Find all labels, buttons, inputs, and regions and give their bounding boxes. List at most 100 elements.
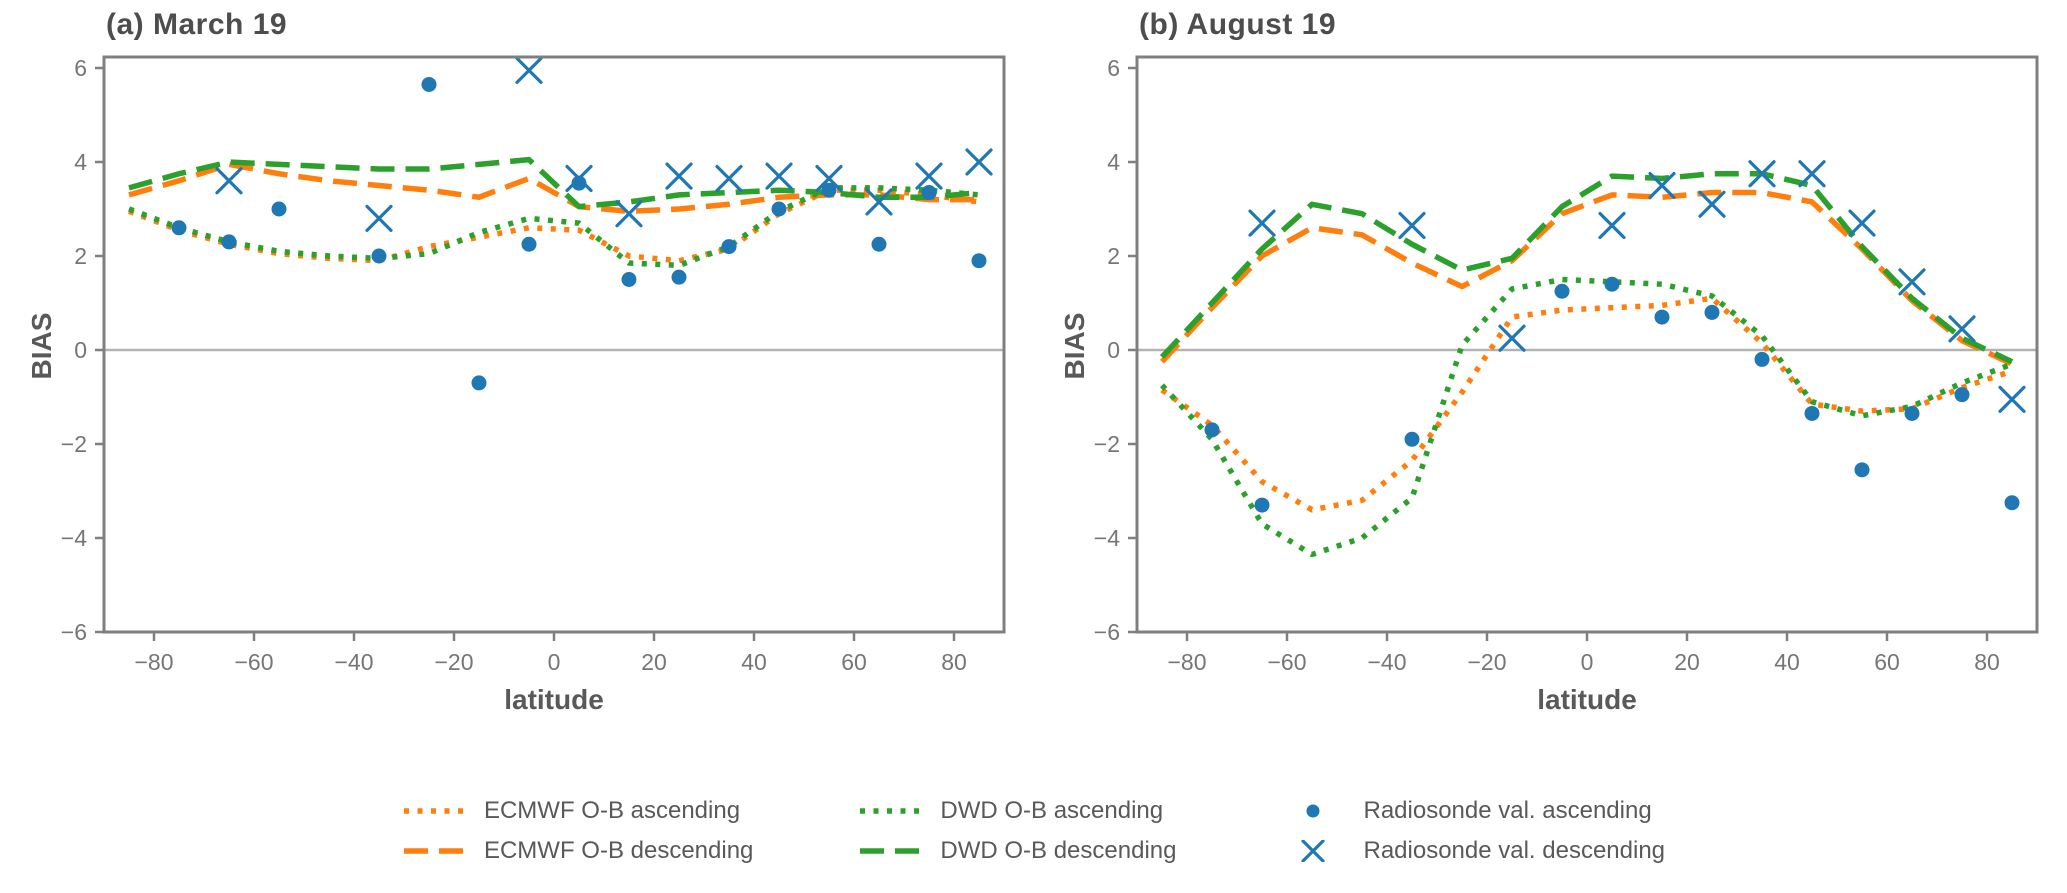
series-line-dwd-dashed xyxy=(128,156,980,210)
x-tick-label: 40 xyxy=(741,649,767,675)
legend-label: ECMWF O-B ascending xyxy=(483,797,741,824)
x-tick-label: −40 xyxy=(1367,649,1406,675)
radiosonde-dot-marker xyxy=(1804,405,1820,421)
radiosonde-cross-marker xyxy=(215,167,243,195)
x-tick-label: 40 xyxy=(1774,649,1800,675)
panel-a-ylabel: BIAS xyxy=(26,312,57,380)
legend-entry-dwd-ascending: DWD O-B ascending xyxy=(858,796,1176,826)
radiosonde-cross-marker xyxy=(665,162,693,190)
x-tick-label: 60 xyxy=(1874,649,1900,675)
legend: ECMWF O-B ascending ECMWF O-B descending… xyxy=(0,796,2067,866)
legend-col-ecmwf: ECMWF O-B ascending ECMWF O-B descending xyxy=(402,796,753,866)
radiosonde-dot-marker xyxy=(421,76,437,92)
legend-entry-radiosonde-descending: Radiosonde val. descending xyxy=(1281,836,1665,866)
x-tick-label: −40 xyxy=(334,649,373,675)
x-tick-label: −80 xyxy=(1167,649,1206,675)
radiosonde-cross-marker xyxy=(1598,211,1626,240)
radiosonde-cross-marker-icon xyxy=(1301,840,1326,862)
x-tick-label: −80 xyxy=(134,649,173,675)
y-tick-label: 0 xyxy=(1107,337,1120,363)
radiosonde-dot-marker xyxy=(571,175,587,191)
radiosonde-cross-marker xyxy=(1948,315,1976,343)
x-tick-label: 80 xyxy=(941,649,967,675)
x-tick-label: 60 xyxy=(841,649,867,675)
legend-label: DWD O-B ascending xyxy=(940,797,1164,824)
x-tick-label: −20 xyxy=(434,649,473,675)
radiosonde-dot-marker xyxy=(1654,309,1670,325)
ecmwf-dashed-line-swatch-icon xyxy=(403,848,464,854)
legend-label: ECMWF O-B descending xyxy=(483,837,754,864)
panel-a-title: (a) March 19 xyxy=(106,8,288,41)
radiosonde-dot-marker xyxy=(671,269,687,285)
radiosonde-cross-marker xyxy=(815,164,843,193)
plot-box-panel-a xyxy=(102,55,1006,634)
radiosonde-dot-marker xyxy=(1704,304,1720,320)
x-tick-label: 20 xyxy=(1674,649,1700,675)
radiosonde-dot-marker xyxy=(471,375,487,391)
radiosonde-cross-marker xyxy=(1748,160,1776,188)
plot-box-panel-b xyxy=(1135,55,2039,634)
radiosonde-dot-marker xyxy=(621,272,637,287)
panel-b-title: (b) August 19 xyxy=(1139,8,1337,41)
radiosonde-cross-marker xyxy=(1848,209,1876,237)
radiosonde-cross-marker xyxy=(915,162,943,190)
radiosonde-cross-marker xyxy=(1698,190,1726,218)
radiosonde-dot-marker xyxy=(171,220,187,236)
radiosonde-cross-marker xyxy=(1998,385,2026,413)
series-line-ecmwf-dotted xyxy=(1160,295,2013,513)
radiosonde-cross-marker xyxy=(615,200,643,228)
radiosonde-cross-marker xyxy=(965,148,993,176)
y-tick-label: −4 xyxy=(1094,525,1120,551)
series-line-ecmwf-dashed xyxy=(1159,189,2014,367)
radiosonde-cross-marker xyxy=(1398,211,1426,240)
radiosonde-dot-marker xyxy=(1204,422,1220,438)
radiosonde-cross-marker xyxy=(1798,160,1826,188)
radiosonde-dot-marker xyxy=(871,236,887,252)
y-tick-label: 6 xyxy=(1107,55,1120,81)
radiosonde-dot-marker xyxy=(1754,351,1770,367)
radiosonde-dot-marker xyxy=(721,239,737,255)
radiosonde-dot-marker xyxy=(1254,497,1270,513)
legend-entry-dwd-descending: DWD O-B descending xyxy=(858,836,1176,866)
dwd-dotted-line-swatch-icon xyxy=(860,808,921,814)
radiosonde-cross-marker xyxy=(1498,324,1526,352)
radiosonde-dot-marker xyxy=(1604,276,1620,292)
y-tick-label: 0 xyxy=(74,337,87,363)
panel-a-xlabel: latitude xyxy=(504,684,604,715)
radiosonde-dot-marker xyxy=(1904,405,1920,421)
legend-label: Radiosonde val. ascending xyxy=(1363,797,1652,824)
radiosonde-dot-marker xyxy=(271,201,287,217)
radiosonde-cross-marker xyxy=(515,56,543,84)
y-tick-label: −6 xyxy=(1094,619,1120,645)
radiosonde-dot-marker xyxy=(371,248,387,264)
series-line-ecmwf-dashed xyxy=(128,161,979,215)
radiosonde-cross-marker xyxy=(865,188,893,216)
x-tick-label: −60 xyxy=(1267,649,1306,675)
ecmwf-dotted-line-swatch-icon xyxy=(403,808,464,814)
x-tick-label: 0 xyxy=(1581,649,1594,675)
y-tick-label: 4 xyxy=(74,149,87,175)
radiosonde-cross-marker xyxy=(1648,171,1676,200)
radiosonde-cross-marker xyxy=(565,164,593,193)
x-tick-label: 80 xyxy=(1974,649,2000,675)
legend-label: DWD O-B descending xyxy=(940,837,1177,864)
legend-entry-ecmwf-descending: ECMWF O-B descending xyxy=(402,836,753,866)
series-line-dwd-dashed xyxy=(1159,171,2014,365)
radiosonde-dot-marker xyxy=(521,236,537,252)
radiosonde-cross-marker xyxy=(1248,209,1276,237)
radiosonde-cross-marker xyxy=(765,162,793,190)
x-tick-label: 0 xyxy=(548,649,561,675)
series-line-dwd-dotted xyxy=(1159,276,2013,558)
y-tick-label: 2 xyxy=(74,243,87,269)
y-tick-label: 2 xyxy=(1107,243,1120,269)
y-tick-label: 6 xyxy=(74,55,87,81)
radiosonde-dot-marker xyxy=(1954,387,1970,403)
y-tick-label: −4 xyxy=(61,525,87,551)
radiosonde-dot-marker xyxy=(2004,495,2020,511)
radiosonde-dot-marker xyxy=(1854,462,1870,478)
legend-col-radiosonde: Radiosonde val. ascending Radiosonde val… xyxy=(1281,796,1665,866)
y-tick-label: −6 xyxy=(61,619,87,645)
y-tick-label: −2 xyxy=(1094,431,1120,457)
series-line-ecmwf-dotted xyxy=(128,187,980,264)
